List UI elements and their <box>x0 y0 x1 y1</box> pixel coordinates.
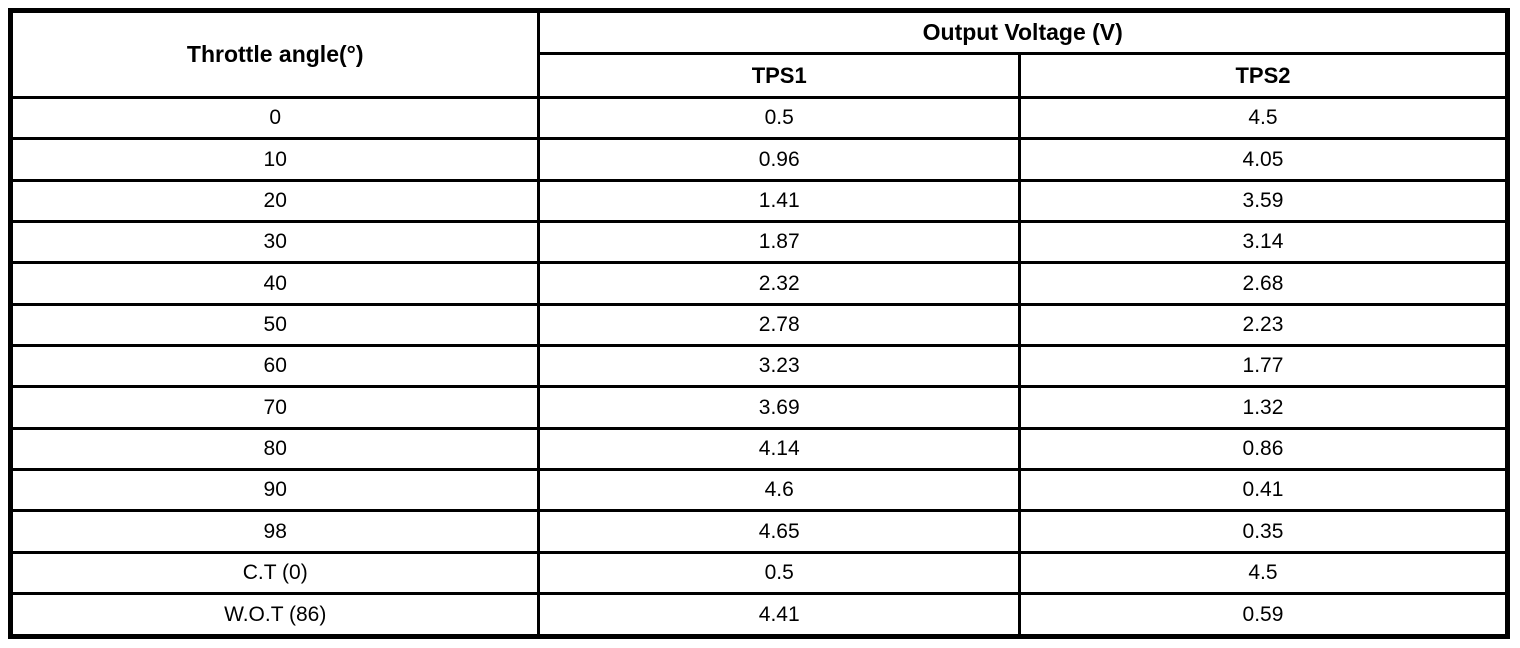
tps1-cell: 1.87 <box>537 220 1021 265</box>
table-row: 0 0.5 4.5 <box>8 95 1510 141</box>
tps1-cell: 4.6 <box>537 468 1021 513</box>
table-row: 10 0.96 4.05 <box>8 137 1510 182</box>
angle-cell: 20 <box>8 178 541 224</box>
table-row: C.T (0) 0.5 4.5 <box>8 550 1510 596</box>
tps1-column-header: TPS1 <box>537 52 1021 99</box>
tps1-cell: 0.96 <box>537 137 1021 182</box>
angle-cell: 80 <box>8 426 541 472</box>
tps2-cell: 1.77 <box>1017 344 1510 389</box>
tps1-cell: 3.69 <box>537 385 1021 430</box>
tps2-cell: 4.5 <box>1017 95 1510 141</box>
angle-cell: 0 <box>8 95 541 141</box>
angle-cell: 60 <box>8 344 541 389</box>
table-body: 0 0.5 4.5 10 0.96 4.05 20 1.41 3.59 30 1… <box>8 95 1510 638</box>
tps1-cell: 4.41 <box>537 592 1021 638</box>
tps2-cell: 3.59 <box>1017 178 1510 224</box>
tps2-cell: 4.5 <box>1017 550 1510 596</box>
header-row-group: Throttle angle(°) Output Voltage (V) <box>8 9 1509 99</box>
tps2-cell: 0.59 <box>1017 592 1510 638</box>
tps2-cell: 2.68 <box>1017 261 1510 306</box>
angle-cell: 70 <box>8 385 541 430</box>
tps1-cell: 2.32 <box>537 261 1021 306</box>
tps2-cell: 2.23 <box>1017 302 1510 348</box>
tps1-cell: 1.41 <box>537 178 1021 224</box>
header-row-sub: TPS1 TPS2 <box>11 52 1510 99</box>
table-row: 20 1.41 3.59 <box>8 178 1510 224</box>
tps1-cell: 0.5 <box>537 95 1021 141</box>
angle-cell: 90 <box>8 468 541 513</box>
table-row: 60 3.23 1.77 <box>8 344 1510 389</box>
table-row: 50 2.78 2.23 <box>8 302 1510 348</box>
tps2-cell: 1.32 <box>1017 385 1510 430</box>
table-row: 90 4.6 0.41 <box>8 468 1510 513</box>
tps2-cell: 0.86 <box>1017 426 1510 472</box>
table-row: W.O.T (86) 4.41 0.59 <box>8 592 1510 638</box>
angle-cell: 98 <box>8 509 541 554</box>
angle-cell: 50 <box>8 302 541 348</box>
tps1-cell: 2.78 <box>537 302 1021 348</box>
tps2-column-header: TPS2 <box>1017 52 1510 99</box>
tps1-cell: 4.65 <box>537 509 1021 554</box>
table-row: 98 4.65 0.35 <box>8 509 1510 554</box>
tps2-cell: 4.05 <box>1017 137 1510 182</box>
tps2-cell: 0.41 <box>1017 468 1510 513</box>
angle-cell: 40 <box>8 261 541 306</box>
tps-voltage-table: Throttle angle(°) Output Voltage (V) TPS… <box>8 8 1510 639</box>
angle-cell: W.O.T (86) <box>8 592 541 638</box>
tps2-cell: 3.14 <box>1017 220 1510 265</box>
angle-cell: C.T (0) <box>8 550 541 596</box>
tps1-cell: 3.23 <box>537 344 1021 389</box>
tps1-cell: 0.5 <box>537 550 1021 596</box>
angle-cell: 30 <box>8 220 541 265</box>
output-voltage-group-header: Output Voltage (V) <box>537 9 1509 55</box>
angle-cell: 10 <box>8 137 541 182</box>
table-row: 70 3.69 1.32 <box>8 385 1510 430</box>
table-row: 80 4.14 0.86 <box>8 426 1510 472</box>
tps2-cell: 0.35 <box>1017 509 1510 554</box>
throttle-angle-header: Throttle angle(°) <box>8 9 541 99</box>
table-row: 40 2.32 2.68 <box>8 261 1510 306</box>
tps1-cell: 4.14 <box>537 426 1021 472</box>
table-row: 30 1.87 3.14 <box>8 220 1510 265</box>
